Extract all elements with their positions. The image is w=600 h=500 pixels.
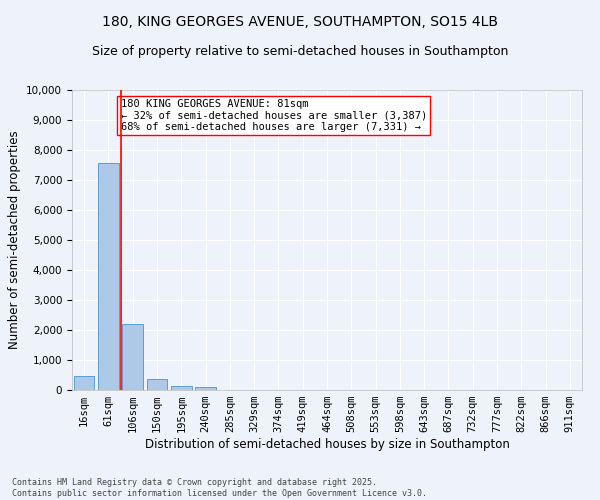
Bar: [74, 376, 94, 390]
Bar: [122, 324, 143, 390]
Bar: [98, 162, 119, 390]
Text: Size of property relative to semi-detached houses in Southampton: Size of property relative to semi-detach…: [92, 45, 508, 58]
Bar: [195, 387, 216, 390]
Y-axis label: Number of semi-detached properties: Number of semi-detached properties: [8, 130, 21, 350]
X-axis label: Distribution of semi-detached houses by size in Southampton: Distribution of semi-detached houses by …: [145, 438, 509, 451]
Text: 180, KING GEORGES AVENUE, SOUTHAMPTON, SO15 4LB: 180, KING GEORGES AVENUE, SOUTHAMPTON, S…: [102, 15, 498, 29]
Text: Contains HM Land Registry data © Crown copyright and database right 2025.
Contai: Contains HM Land Registry data © Crown c…: [12, 478, 427, 498]
Text: 180 KING GEORGES AVENUE: 81sqm
← 32% of semi-detached houses are smaller (3,387): 180 KING GEORGES AVENUE: 81sqm ← 32% of …: [121, 99, 427, 132]
Bar: [146, 379, 167, 390]
Bar: [171, 386, 191, 390]
